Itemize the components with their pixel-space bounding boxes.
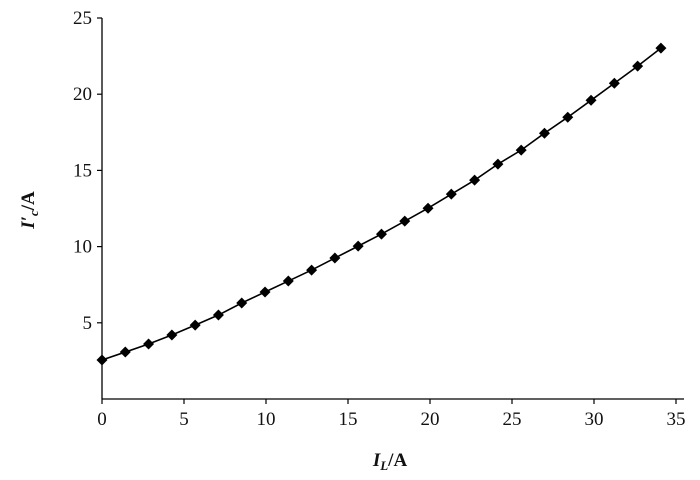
y-label-subscript: c [26, 210, 41, 216]
y-tick-label: 5 [83, 313, 93, 334]
marker [306, 264, 318, 276]
marker [655, 42, 667, 54]
x-axis-label: IL/A [372, 450, 408, 473]
series-line [101, 47, 662, 361]
marker [469, 174, 481, 186]
x-tick-label: 0 [97, 409, 107, 430]
y-label-symbol: I′ [18, 216, 39, 230]
marker [399, 215, 411, 227]
x-tick-label: 20 [421, 409, 440, 430]
marker [632, 60, 644, 72]
x-tick-label: 15 [339, 409, 358, 430]
y-tick-label: 15 [73, 160, 92, 181]
marker [189, 319, 201, 331]
x-tick-label: 10 [257, 409, 276, 430]
y-tick-label: 20 [73, 84, 92, 105]
marker [236, 297, 248, 309]
marker [538, 127, 550, 139]
marker [119, 346, 131, 358]
marker [375, 228, 387, 240]
marker [422, 202, 434, 214]
marker [282, 275, 294, 287]
y-axis-label: I′c/A [18, 191, 41, 230]
x-tick-label: 35 [667, 409, 686, 430]
marker [352, 240, 364, 252]
marker [585, 94, 597, 106]
x-label-symbol: I [372, 450, 381, 471]
y-tick-label: 10 [73, 237, 92, 258]
marker [515, 144, 527, 156]
y-label-unit: /A [18, 191, 39, 211]
y-tick-label: 25 [73, 8, 92, 29]
x-tick-label: 25 [503, 409, 522, 430]
marker [492, 158, 504, 170]
marker [562, 111, 574, 123]
marker [329, 252, 341, 264]
marker [608, 77, 620, 89]
marker [96, 354, 108, 366]
x-tick-label: 5 [179, 409, 189, 430]
marker [143, 338, 155, 350]
x-label-unit: /A [387, 450, 407, 471]
x-tick-label: 30 [585, 409, 604, 430]
x-label-subscript: L [379, 458, 388, 473]
marker [259, 286, 271, 298]
marker [212, 309, 224, 321]
marker [445, 188, 457, 200]
marker [166, 329, 178, 341]
